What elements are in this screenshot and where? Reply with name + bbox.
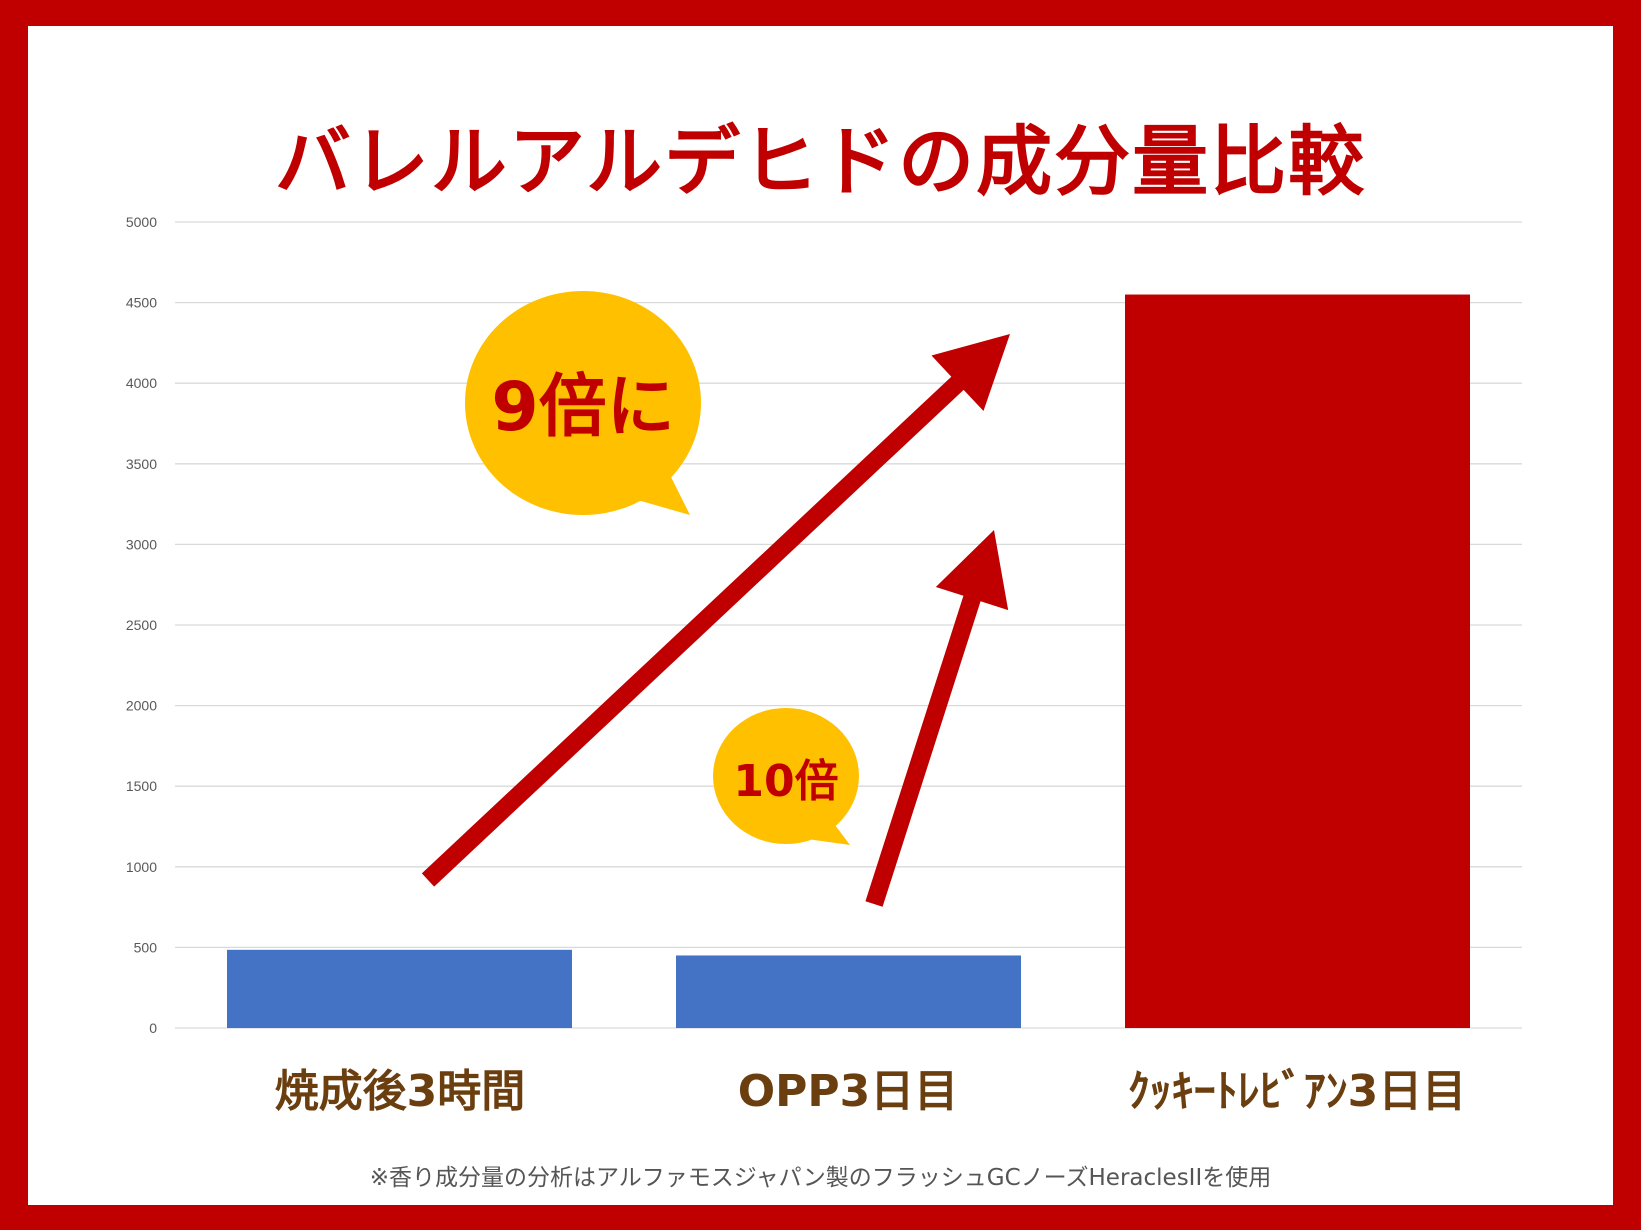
y-tick-label-5000: 5000 — [126, 214, 157, 230]
y-tick-label-500: 500 — [134, 939, 158, 955]
y-tick-label-0: 0 — [149, 1020, 157, 1036]
y-axis-ticks: 0 500 1000 1500 2000 2500 3000 3500 4000 4500 5000 — [126, 214, 157, 1036]
bubble-10x: 10倍 — [713, 708, 859, 845]
bar-0 — [227, 949, 572, 1028]
arrow-9x — [421, 334, 1010, 887]
y-tick-label-1500: 1500 — [126, 778, 157, 794]
category-label-cookie-trevian-day3: ｸｯｷｰﾄﾚﾋﾞｱﾝ3日目 — [1127, 1066, 1467, 1117]
y-tick-label-4500: 4500 — [126, 295, 157, 311]
chart-title: バレルアルデヒドの成分量比較 — [274, 117, 1367, 206]
y-tick-label-1000: 1000 — [126, 859, 157, 875]
bubble-9x-body — [465, 291, 701, 515]
y-tick-label-4000: 4000 — [126, 375, 157, 391]
bubble-10x-label: 10倍 — [733, 756, 838, 807]
bar-1 — [676, 955, 1021, 1028]
category-label-opp-day3: OPP3日目 — [737, 1066, 959, 1117]
speech-bubbles: 9倍に 10倍 — [465, 291, 859, 845]
y-tick-label-3000: 3000 — [126, 536, 157, 552]
bubble-9x-label: 9倍に — [491, 368, 674, 447]
analysis-footnote: ※香り成分量の分析はアルファモスジャパン製のフラッシュGCノーズHeracles… — [369, 1165, 1272, 1191]
bars — [227, 294, 1470, 1028]
y-tick-label-2500: 2500 — [126, 617, 157, 633]
y-tick-label-3500: 3500 — [126, 456, 157, 472]
bubble-9x: 9倍に — [465, 291, 701, 515]
bubble-9x-tail — [620, 445, 690, 515]
category-label-baked-3h: 焼成後3時間 — [274, 1066, 526, 1117]
y-tick-label-2000: 2000 — [126, 698, 157, 714]
arrow-10x — [865, 530, 1009, 907]
bar-2 — [1125, 294, 1470, 1028]
growth-arrows — [421, 334, 1010, 907]
bubble-10x-tail — [800, 805, 850, 845]
